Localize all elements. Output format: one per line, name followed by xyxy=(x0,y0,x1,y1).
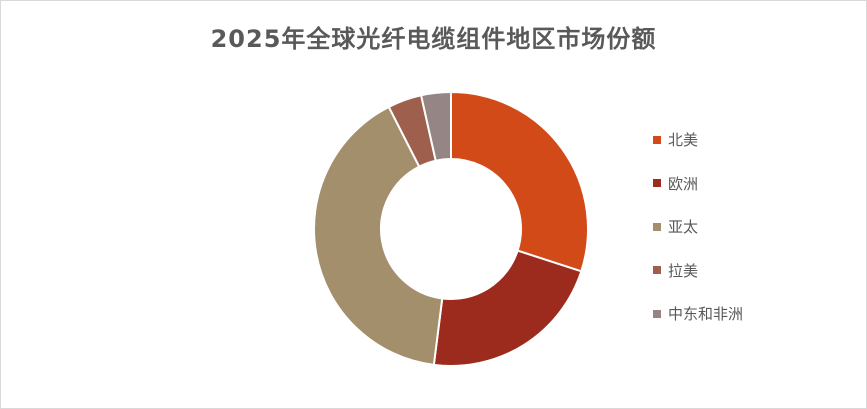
legend: 北美欧洲亚太拉美中东和非洲 xyxy=(653,118,743,336)
legend-item: 中东和非洲 xyxy=(653,292,743,336)
legend-item: 亚太 xyxy=(653,205,743,249)
chart-title: 2025年全球光纤电缆组件地区市场份额 xyxy=(210,25,657,53)
legend-label: 中东和非洲 xyxy=(668,305,744,324)
legend-label: 北美 xyxy=(668,131,699,150)
legend-item: 欧洲 xyxy=(653,162,743,206)
legend-swatch xyxy=(653,222,661,231)
donut-slice-3 xyxy=(313,105,444,367)
donut-slice-1 xyxy=(450,90,589,273)
legend-label: 亚太 xyxy=(668,218,699,237)
donut-slice-5 xyxy=(419,90,452,162)
donut-slice-2 xyxy=(432,249,583,367)
legend-item: 北美 xyxy=(653,118,743,162)
legend-swatch xyxy=(653,135,661,144)
legend-swatch xyxy=(653,179,661,188)
legend-label: 拉美 xyxy=(668,261,699,280)
legend-item: 拉美 xyxy=(653,249,743,293)
legend-swatch xyxy=(653,309,661,318)
legend-swatch xyxy=(653,266,661,275)
legend-label: 欧洲 xyxy=(668,174,699,193)
